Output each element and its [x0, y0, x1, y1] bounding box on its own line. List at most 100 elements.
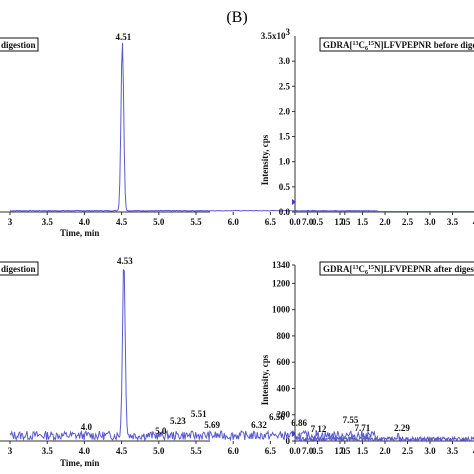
- x-tick-label: 3.0: [424, 446, 436, 456]
- x-tick-label: 4.5: [116, 446, 128, 456]
- y-tick-label: 3.0: [279, 56, 291, 66]
- legend-prefix-top-right: GDRA[: [323, 40, 353, 50]
- y-ticks-bottom-right: 0 200 400 600 800 1000 1200 1340: [272, 260, 295, 446]
- x-tick-label: 3.5: [447, 446, 459, 456]
- legend-box-top-left: [0, 37, 39, 52]
- x-tick-label: 6.0: [228, 217, 240, 227]
- x-tick-label: 6.5: [265, 217, 277, 227]
- x-tick-label: 7.0: [302, 217, 314, 227]
- x-tick-label: 0.0: [289, 217, 301, 227]
- x-tick-label: 7.5: [339, 217, 351, 227]
- trace-bottom-left: [9, 268, 379, 442]
- y-axis-title-top-right: Intensity, cps: [260, 134, 270, 185]
- x-tick-label: 3.5: [447, 217, 459, 227]
- x-tick-label: 5.0: [153, 217, 165, 227]
- x-tick-label: 1.5: [357, 446, 369, 456]
- x-tick-label: 3.0: [424, 217, 436, 227]
- x-tick-label: 6.5: [265, 446, 277, 456]
- noise-peak-label: 5.69: [204, 420, 220, 430]
- trace-bottom-right: [294, 433, 474, 443]
- noise-peak-label: 5.51: [191, 409, 207, 419]
- legend-c-letter-top-right: C: [359, 40, 366, 50]
- legend-c-letter-bottom-right: C: [359, 264, 366, 274]
- x-tick-label: 0.5: [312, 446, 324, 456]
- legend-text-top-right: GDRA[13C615N]LFVPEPNR before dige: [323, 40, 474, 52]
- x-tick-label: 3.5: [42, 217, 54, 227]
- legend-box-bottom-left: [0, 261, 39, 276]
- legend-c-sub-bottom-right: 6: [365, 270, 368, 276]
- y-tick-label: 0: [286, 436, 291, 446]
- legend-box-bottom-right: [319, 261, 474, 276]
- legend-c-mass-top-right: 13: [353, 41, 359, 47]
- noise-peak-label: 6.86: [291, 418, 307, 428]
- noise-labels-bottom-left: 4.0 5.05.23 5.515.69 6.326.56 6.86 7.12 7.557.…: [81, 409, 371, 436]
- y-tick-label: 400: [277, 383, 291, 393]
- y-tick-label: 1.0: [279, 157, 291, 167]
- x-tick-label: 1.0: [334, 446, 346, 456]
- legend-n-mass-bottom-right: 15: [368, 265, 374, 271]
- x-tick-label: 4.0: [79, 217, 91, 227]
- legend-n-mass-top-right: 15: [368, 41, 374, 47]
- y-tick-label: 2.5: [279, 81, 291, 91]
- y-tick-label: 1200: [272, 278, 291, 288]
- y-axis-title-bottom-right: Intensity, cps: [260, 354, 270, 405]
- x-axis-title-top-left: Time, min: [60, 228, 99, 238]
- x-tick-label: 2.0: [379, 217, 391, 227]
- y-tick-label: 800: [277, 331, 291, 341]
- legend-suffix-bottom-right: N]LFVPEPNR after digest: [374, 264, 474, 274]
- legend-text-top-left: digestion: [1, 40, 36, 50]
- x-tick-label: 4: [473, 217, 474, 227]
- legend-c-sub-top-right: 6: [365, 46, 368, 52]
- noise-peak-label: 5.0: [155, 426, 167, 436]
- y-tick-label: 0.5: [279, 182, 291, 192]
- y-top-label-top-right: 3.5x103: [261, 27, 291, 41]
- noise-peak-label: 4.0: [81, 422, 93, 432]
- legend-suffix-top-right: N]LFVPEPNR before dige: [374, 40, 474, 50]
- x-tick-label: 0.5: [312, 217, 324, 227]
- y-tick-label: 2.0: [279, 106, 291, 116]
- peak-label-bottom-left: 4.53: [117, 256, 133, 266]
- chart-top-left: digestion Time, min 3 3.5 4.0 4.5 5.0 5.5 6.0 6…: [0, 32, 378, 238]
- noise-peak-label: 7.55: [343, 415, 359, 425]
- x-tick-label: 4.0: [79, 446, 91, 456]
- x-ticks-top-right: 0.0 0.5 1.0 1.5 2.0 2.5 3.0 3.5 4: [289, 212, 474, 227]
- y-top-label-base: 3.5x10: [261, 31, 286, 41]
- y-tick-label: 1000: [272, 305, 291, 315]
- x-tick-label: 5.5: [190, 446, 202, 456]
- noise-peak-label: 5.23: [170, 416, 186, 426]
- x-tick-label: 6.0: [228, 446, 240, 456]
- x-tick-label: 4.5: [116, 217, 128, 227]
- peak-label-bottom-right: 2.29: [394, 423, 410, 433]
- noise-peak-label: 7.71: [355, 423, 371, 433]
- x-tick-label: 3: [8, 446, 13, 456]
- y-tick-label: 600: [277, 357, 291, 367]
- x-tick-label: 2.5: [402, 217, 414, 227]
- y-tick-label: 1340: [272, 260, 291, 270]
- y-tick-label: 0.0: [279, 207, 291, 217]
- x-ticks-bottom-left: 3 3.5 4.0 4.5 5.0 5.5 6.0 6.5 7.0 7.5: [8, 441, 351, 456]
- x-tick-label: 5.0: [153, 446, 165, 456]
- legend-text-bottom-left: digestion: [1, 264, 36, 274]
- x-tick-label: 5.5: [190, 217, 202, 227]
- chart-top-right: Intensity, cps 0.0 0.5 1.0 1.5 2.0 2.5 3.0 3.5…: [260, 27, 474, 227]
- x-tick-label: 2.5: [402, 446, 414, 456]
- legend-prefix-bottom-right: GDRA[: [323, 264, 353, 274]
- x-tick-label: 7.5: [339, 446, 351, 456]
- x-ticks-top-left: 3 3.5 4.0 4.5 5.0 5.5 6.0 6.5 7.0 7.5: [8, 212, 351, 227]
- legend-text-bottom-right: GDRA[13C615N]LFVPEPNR after digest: [323, 264, 474, 276]
- axis-marker-top-right: [292, 199, 296, 205]
- legend-c-mass-bottom-right: 13: [353, 265, 359, 271]
- chart-bottom-left: digestion Time, min 3 3.5 4.0 4.5 5.0 5.5 6.0 6…: [0, 256, 379, 468]
- x-axis-title-bottom-left: Time, min: [60, 458, 99, 468]
- axis-marker-bottom-right: [292, 431, 296, 437]
- x-tick-label: 1.0: [334, 217, 346, 227]
- y-top-label-exponent: 3: [286, 27, 291, 37]
- noise-peak-label: 7.12: [311, 424, 327, 434]
- x-ticks-bottom-right: 0.0 0.5 1.0 1.5 2.0 2.5 3.0 3.5 4: [289, 441, 474, 456]
- x-tick-label: 2.0: [379, 446, 391, 456]
- noise-peak-label: 6.56: [269, 412, 285, 422]
- legend-box-top-right: [319, 37, 474, 52]
- y-ticks-top-right: 0.0 0.5 1.0 1.5 2.0 2.5 3.0: [279, 56, 295, 217]
- y-tick-label: 1.5: [279, 132, 291, 142]
